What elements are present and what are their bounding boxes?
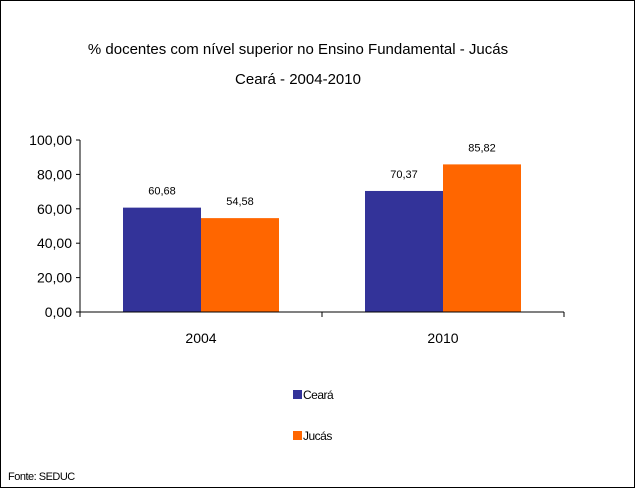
data-label: 54,58 (226, 196, 254, 208)
y-tick-label: 20,00 (37, 270, 72, 286)
chart-title: % docentes com nível superior no Ensino … (88, 41, 508, 58)
data-label: 70,37 (390, 169, 418, 181)
legend: Ceará Jucás (293, 388, 335, 443)
bar (123, 207, 201, 312)
bar (443, 164, 521, 312)
x-category-label: 2004 (185, 330, 216, 346)
source-note: Fonte: SEDUC (8, 471, 75, 483)
y-tick-label: 60,00 (37, 201, 72, 217)
y-tick-label: 40,00 (37, 235, 72, 251)
y-axis: 0,00 20,00 40,00 60,00 80,00 100,00 (29, 132, 81, 320)
legend-label-jucas: Jucás (303, 429, 332, 443)
x-category-label: 2010 (427, 330, 458, 346)
legend-swatch-ceara (293, 390, 302, 399)
y-tick-label: 100,00 (29, 132, 72, 148)
bars (123, 164, 521, 312)
bar (365, 190, 443, 312)
data-labels: 60,68 70,37 54,58 85,82 (148, 142, 496, 208)
y-tick-label: 0,00 (45, 304, 72, 320)
y-tick-label: 80,00 (37, 166, 72, 182)
chart-subtitle: Ceará - 2004-2010 (235, 71, 361, 88)
legend-swatch-jucas (293, 431, 302, 440)
data-label: 85,82 (468, 142, 496, 154)
legend-label-ceara: Ceará (303, 388, 334, 402)
bar (201, 218, 279, 312)
x-axis: 2004 2010 (79, 311, 565, 346)
data-label: 60,68 (148, 186, 176, 198)
